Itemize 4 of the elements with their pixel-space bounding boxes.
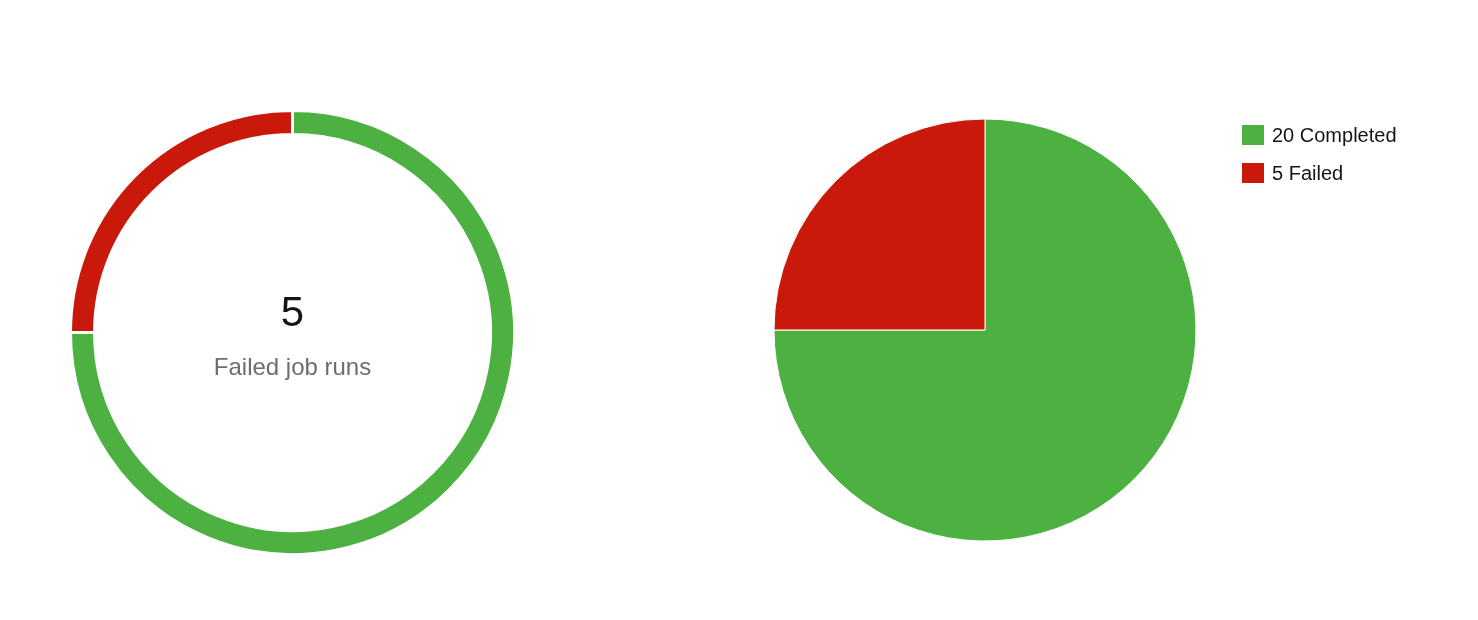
text: Failed job runs: [213, 353, 372, 381]
text: 5: [280, 288, 305, 336]
legend-label: 5 Failed: [1272, 161, 1344, 185]
legend-label: 20 Completed: [1272, 123, 1397, 147]
